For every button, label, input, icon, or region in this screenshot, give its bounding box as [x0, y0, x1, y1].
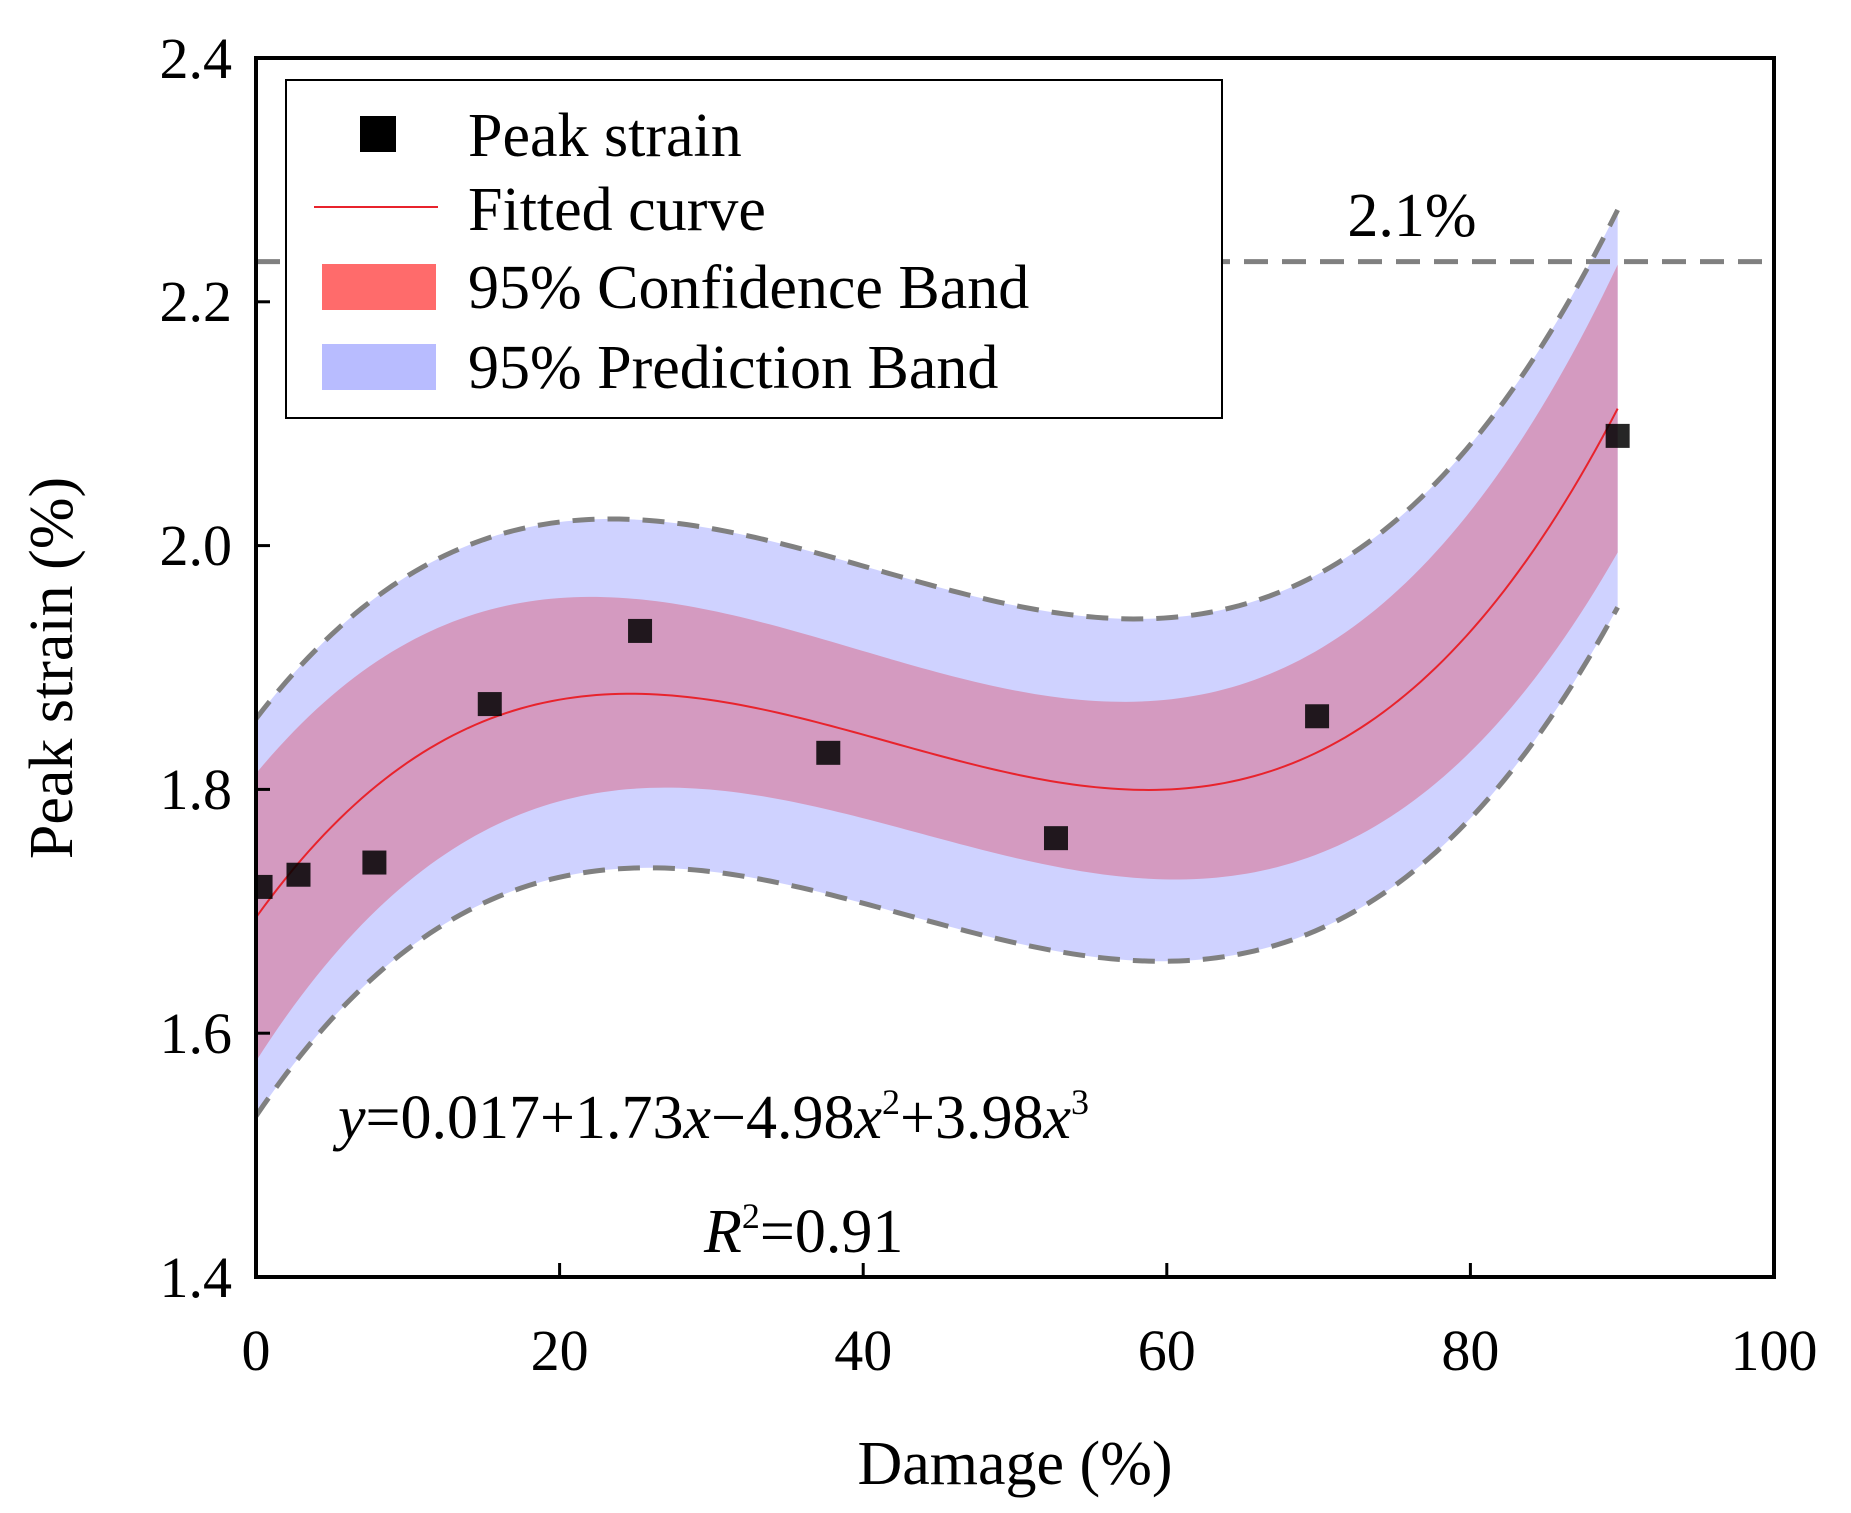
legend-label-peak-strain: Peak strain [468, 102, 742, 170]
confidence-band [258, 264, 1618, 1059]
data-point [1605, 423, 1630, 448]
legend: Peak strain Fitted curve 95% Confidence … [285, 79, 1223, 419]
legend-label-fitted-curve: Fitted curve [468, 176, 766, 244]
x-tick-label: 20 [531, 1318, 589, 1383]
y-axis-ticks [256, 56, 270, 1279]
y-axis-tick-labels: 1.4 1.6 1.8 2.0 2.2 2.4 [160, 26, 233, 1310]
equation-part-1: =0.017+1.73 [366, 1084, 684, 1152]
equation-exponent-3: 3 [1071, 1082, 1089, 1122]
y-tick-label: 1.8 [160, 757, 233, 822]
legend-box [285, 79, 1223, 419]
x-tick-label: 60 [1138, 1318, 1196, 1383]
x-tick-label: 0 [242, 1318, 271, 1383]
legend-label-confidence-band: 95% Confidence Band [468, 254, 1029, 322]
r-squared-value: =0.91 [760, 1198, 903, 1266]
r-squared: R2=0.91 [703, 1196, 903, 1266]
legend-prediction-swatch [322, 344, 436, 390]
x-tick-label: 80 [1441, 1318, 1499, 1383]
y-tick-label: 2.0 [160, 513, 233, 578]
equation-x-var-2: x [853, 1084, 882, 1152]
data-point [1305, 704, 1330, 729]
r-squared-var: R [703, 1198, 742, 1266]
y-tick-label: 1.4 [160, 1245, 233, 1310]
data-points [258, 423, 1630, 899]
data-point [477, 692, 502, 717]
data-point [1043, 826, 1068, 851]
legend-point-swatch [360, 116, 396, 152]
data-point [628, 618, 653, 643]
data-point [258, 874, 273, 899]
legend-confidence-swatch [322, 264, 436, 310]
y-tick-label: 2.2 [160, 269, 233, 334]
r-squared-exponent: 2 [742, 1196, 760, 1236]
fit-equation: y=0.017+1.73x−4.98x2+3.98x3 [332, 1082, 1089, 1152]
prediction-upper-dashed-line [258, 208, 1620, 721]
prediction-lower-dashed-line [258, 606, 1620, 1118]
equation-part-3: +3.98 [900, 1084, 1043, 1152]
x-tick-label: 100 [1731, 1318, 1818, 1383]
equation-x-var-3: x [1042, 1084, 1071, 1152]
equation-part-2: −4.98 [711, 1084, 854, 1152]
x-tick-label: 40 [834, 1318, 892, 1383]
x-axis-tick-labels: 0 20 40 60 80 100 [242, 1318, 1818, 1383]
equation-exponent-2: 2 [882, 1082, 900, 1122]
legend-label-prediction-band: 95% Prediction Band [468, 334, 998, 402]
equation-y-var: y [332, 1084, 366, 1152]
equation-x-var-1: x [682, 1084, 711, 1152]
x-axis-title: Damage (%) [858, 1430, 1173, 1498]
y-axis-title: Peak strain (%) [18, 477, 86, 859]
plot-frame [254, 56, 1776, 1279]
data-point [816, 740, 841, 765]
prediction-band [258, 209, 1618, 1114]
data-point [286, 862, 311, 887]
fitted-curve-line [258, 408, 1619, 917]
y-tick-label: 2.4 [160, 26, 233, 91]
data-point [362, 850, 387, 875]
x-axis-ticks [254, 1263, 1776, 1277]
y-tick-label: 1.6 [160, 1001, 233, 1066]
reference-line-label: 2.1% [1347, 182, 1476, 250]
